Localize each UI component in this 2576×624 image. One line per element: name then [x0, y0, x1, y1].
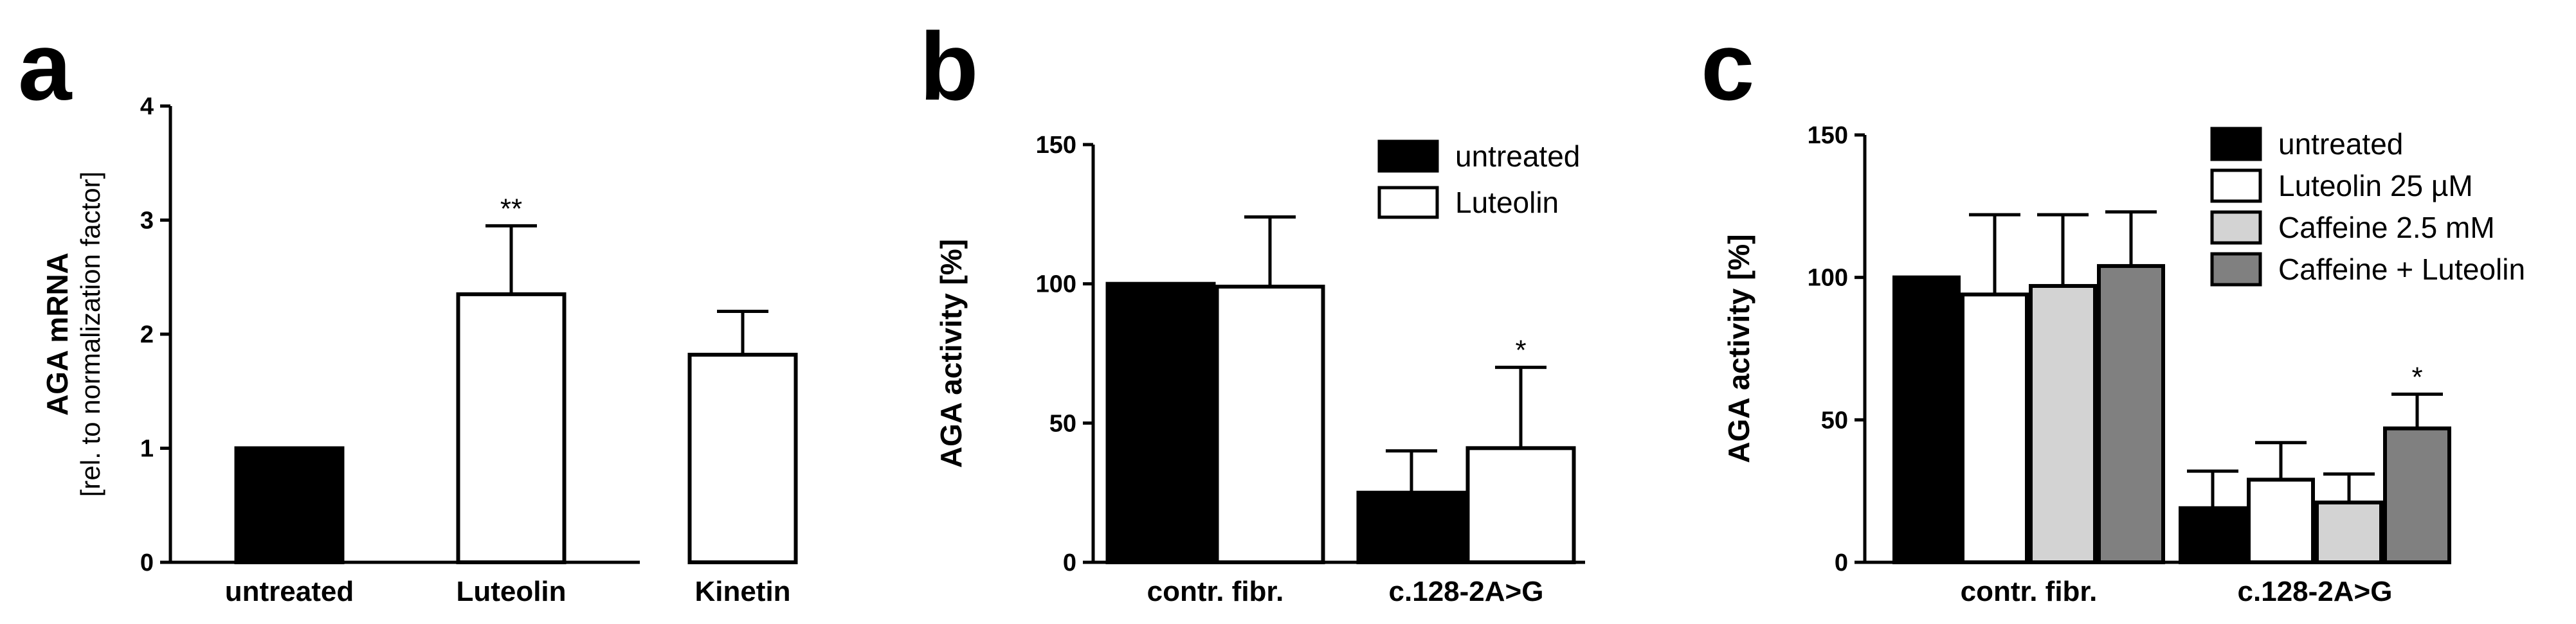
y-axis-label: AGA activity [%]: [934, 239, 968, 468]
panel-b: b 0 50 100 150 AGA activity [%] contr. fibr. c.…: [920, 12, 1585, 607]
category-label: contr. fibr.: [1147, 576, 1284, 607]
y-tick-label: 150: [1036, 132, 1076, 159]
bar: [2029, 283, 2097, 564]
legend-label: Luteolin 25 µM: [2278, 169, 2473, 202]
y-tick-label: 1: [140, 436, 154, 463]
y-tick-label: 4: [140, 93, 154, 120]
legend-label: untreated: [1455, 139, 1580, 173]
significance-marker: **: [500, 193, 522, 224]
bar: [234, 446, 345, 564]
bar: [1465, 446, 1576, 564]
category-label: c.128-2A>G: [1389, 576, 1544, 607]
category-label: c.128-2A>G: [2238, 576, 2393, 607]
bar: [1215, 285, 1325, 564]
panel-c: c 0 50 100 150 AGA activity [%] contr. fibr. c.…: [1701, 12, 2525, 607]
y-tick-label: 100: [1036, 271, 1076, 298]
legend-swatch: [1377, 186, 1439, 219]
y-tick-label: 0: [1063, 549, 1076, 576]
bar: [1892, 275, 1961, 564]
legend-swatch: [2210, 127, 2262, 161]
bar: [2179, 506, 2247, 564]
bar: [1356, 490, 1467, 565]
category-label: Kinetin: [694, 576, 790, 607]
panel-letter: c: [1701, 12, 1754, 120]
legend-swatch: [1377, 139, 1439, 173]
panel-a: a 0 1 2 3 4 AGA mRNA [rel. to normalization fac…: [18, 12, 798, 607]
category-label: untreated: [225, 576, 354, 607]
bar: [2097, 263, 2165, 564]
bar: [2247, 477, 2315, 565]
legend: untreated Luteolin 25 µM Caffeine 2.5 mM Ca…: [2210, 127, 2525, 287]
category-label: contr. fibr.: [1961, 576, 2098, 607]
legend-swatch: [2210, 252, 2262, 287]
legend-label: untreated: [2278, 127, 2403, 161]
bar: [1105, 281, 1216, 564]
bar: [2315, 500, 2383, 565]
y-tick-label: 50: [1821, 407, 1848, 434]
legend-label: Caffeine + Luteolin: [2278, 253, 2525, 286]
legend: untreated Luteolin: [1377, 139, 1580, 219]
panel-letter: a: [18, 12, 73, 120]
legend-label: Luteolin: [1455, 186, 1559, 219]
y-tick-label: 0: [1835, 549, 1848, 576]
y-axis-label: AGA mRNA: [41, 253, 74, 416]
significance-marker: *: [1515, 335, 1526, 366]
y-tick-label: 0: [140, 549, 154, 576]
legend-swatch: [2210, 210, 2262, 245]
legend-swatch: [2210, 168, 2262, 203]
bar: [1961, 292, 2029, 564]
category-label: Luteolin: [456, 576, 566, 607]
legend-label: Caffeine 2.5 mM: [2278, 211, 2495, 244]
bar: [687, 352, 798, 564]
bar: [2383, 426, 2451, 565]
bar: [456, 292, 567, 564]
y-tick-label: 50: [1049, 410, 1076, 437]
significance-marker: *: [2411, 361, 2422, 393]
y-axis-sublabel: [rel. to normalization factor]: [75, 172, 105, 497]
y-axis-label: AGA activity [%]: [1722, 234, 1755, 463]
y-tick-label: 150: [1808, 122, 1848, 149]
y-tick-label: 2: [140, 321, 154, 348]
panel-letter: b: [920, 12, 979, 120]
y-tick-label: 3: [140, 208, 154, 235]
y-tick-label: 100: [1808, 265, 1848, 292]
